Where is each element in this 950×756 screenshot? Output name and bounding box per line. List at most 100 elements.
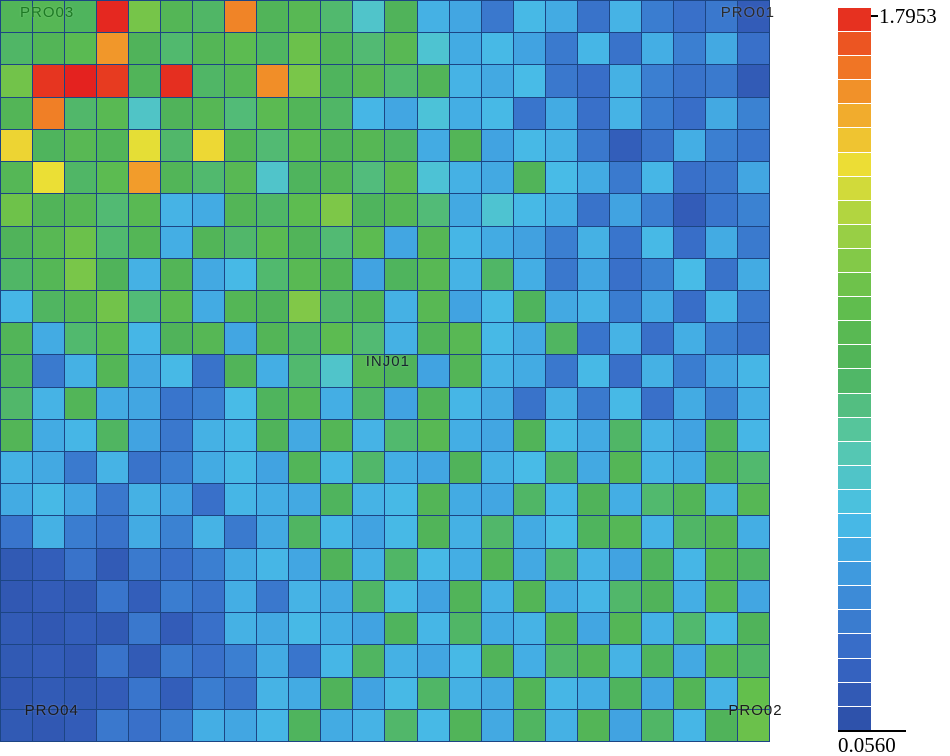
heatmap-cell [97,484,129,516]
heatmap-cell [225,65,257,97]
heatmap-cell [161,33,193,65]
heatmap-cell [1,613,33,645]
heatmap-cell [385,65,417,97]
heatmap-cell [257,387,289,419]
heatmap-cell [481,452,513,484]
heatmap-cell [225,387,257,419]
heatmap-cell [1,33,33,65]
heatmap-cell [353,129,385,162]
heatmap-cell [65,323,97,355]
heatmap-cell [417,677,449,709]
heatmap-cell [545,194,577,226]
heatmap-cell [193,709,225,741]
heatmap-cell [577,484,609,516]
heatmap-cell [545,226,577,258]
heatmap-cell [193,548,225,580]
heatmap-cell [481,162,513,194]
heatmap-cell [161,516,193,548]
heatmap-cell [513,613,545,645]
heatmap-cell [97,516,129,548]
heatmap-cell [321,290,353,323]
heatmap-cell [705,709,737,741]
heatmap-cell [161,97,193,129]
heatmap-cell [193,355,225,387]
heatmap-cell [513,290,545,323]
heatmap-cell [641,290,673,323]
heatmap-cell [673,548,705,580]
heatmap-cell [609,580,641,613]
heatmap-cell [129,226,161,258]
heatmap-cell [513,65,545,97]
heatmap-cell [161,162,193,194]
heatmap-cell [385,33,417,65]
heatmap-cell [33,709,65,741]
heatmap-cell [545,580,577,613]
heatmap-cell [417,580,449,613]
colorbar-segment [838,393,871,417]
heatmap-cell [417,129,449,162]
heatmap-cell [321,548,353,580]
heatmap-cell [161,677,193,709]
heatmap-cell [97,33,129,65]
heatmap-cell [641,33,673,65]
heatmap-cell [577,97,609,129]
heatmap-cell [513,258,545,290]
heatmap-cell [609,226,641,258]
heatmap-cell [193,323,225,355]
heatmap-cell [33,97,65,129]
heatmap-cell [321,355,353,387]
heatmap-cell [161,65,193,97]
heatmap-cell [1,677,33,709]
heatmap-cell [321,516,353,548]
heatmap-cell [385,129,417,162]
colorbar-segment [838,321,871,345]
heatmap-cell [737,645,769,677]
heatmap-cell [129,129,161,162]
heatmap-cell [577,677,609,709]
heatmap-cell [481,484,513,516]
heatmap-cell [545,709,577,741]
heatmap-cell [65,387,97,419]
heatmap-cell [577,452,609,484]
heatmap-cell [577,419,609,452]
heatmap-cell [449,355,481,387]
heatmap-cell [673,355,705,387]
heatmap-cell [161,355,193,387]
heatmap-cell [705,33,737,65]
heatmap-cell [225,258,257,290]
heatmap-cell [705,65,737,97]
heatmap-cell [129,419,161,452]
heatmap-cell [1,162,33,194]
heatmap-cell [353,33,385,65]
heatmap-cell [673,194,705,226]
heatmap-cell [193,65,225,97]
heatmap-cell [65,548,97,580]
heatmap-cell [673,323,705,355]
heatmap-cell [609,355,641,387]
heatmap-cell [193,452,225,484]
heatmap-cell [353,1,385,33]
heatmap-cell [673,677,705,709]
heatmap-cell [641,677,673,709]
heatmap-cell [97,387,129,419]
heatmap-cell [641,452,673,484]
heatmap-cell [449,484,481,516]
heatmap-cell [673,258,705,290]
heatmap-cell [705,484,737,516]
heatmap-cell [225,97,257,129]
heatmap-cell [545,355,577,387]
heatmap-cell [449,1,481,33]
heatmap-cell [289,419,321,452]
heatmap-cell [481,33,513,65]
heatmap-cell [289,1,321,33]
heatmap-cell [705,97,737,129]
heatmap-cell [513,452,545,484]
heatmap-cell [225,129,257,162]
colorbar-segment [838,634,871,658]
heatmap-cell [545,33,577,65]
heatmap-cell [1,65,33,97]
heatmap-cell [353,419,385,452]
heatmap-cell [353,355,385,387]
heatmap-cell [449,709,481,741]
heatmap-cell [385,355,417,387]
